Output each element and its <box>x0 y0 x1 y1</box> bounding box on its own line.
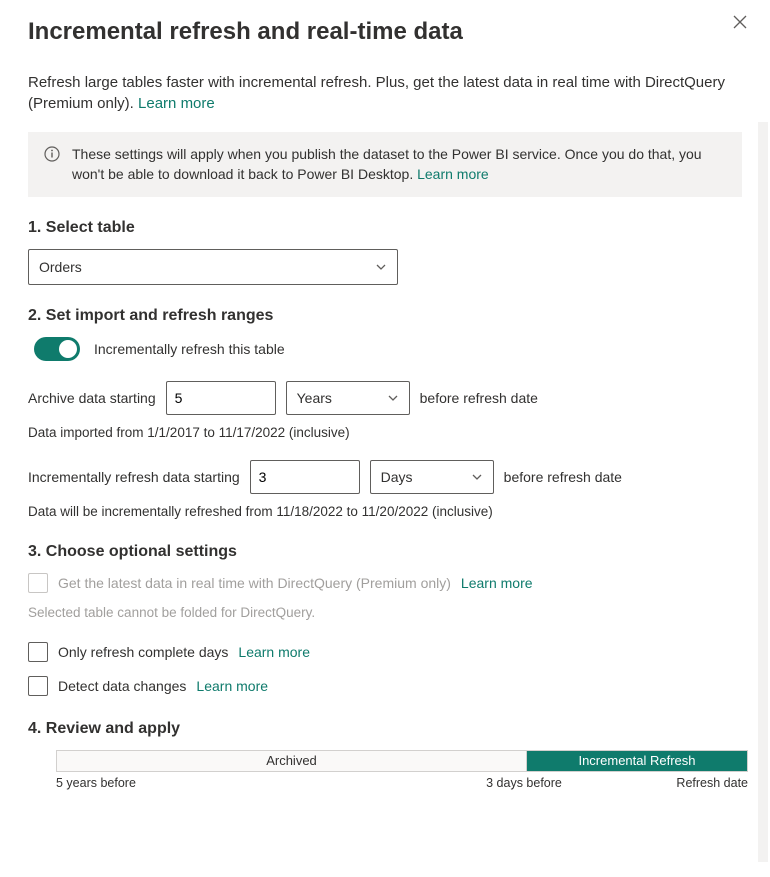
directquery-hint: Selected table cannot be folded for Dire… <box>28 605 742 620</box>
table-select[interactable]: Orders <box>28 249 398 285</box>
toggle-label: Incrementally refresh this table <box>94 341 285 357</box>
toggle-row: Incrementally refresh this table <box>34 337 742 361</box>
refresh-label-after: before refresh date <box>504 469 622 485</box>
banner-learn-more-link[interactable]: Learn more <box>417 166 489 182</box>
directquery-learn-more-link[interactable]: Learn more <box>461 575 533 591</box>
archive-unit-select[interactable]: Years <box>286 381 410 415</box>
chevron-down-icon <box>375 261 387 273</box>
detect-changes-row: Detect data changes Learn more <box>28 676 742 696</box>
refresh-label-before: Incrementally refresh data starting <box>28 469 240 485</box>
complete-days-learn-more-link[interactable]: Learn more <box>238 644 310 660</box>
dialog-description: Refresh large tables faster with increme… <box>28 72 742 114</box>
step3-title: 3. Choose optional settings <box>28 543 742 561</box>
complete-days-checkbox[interactable] <box>28 642 48 662</box>
archive-unit-value: Years <box>297 390 332 406</box>
complete-days-row: Only refresh complete days Learn more <box>28 642 742 662</box>
refresh-unit-select[interactable]: Days <box>370 460 494 494</box>
refresh-unit-value: Days <box>381 469 413 485</box>
banner-text: These settings will apply when you publi… <box>72 146 702 182</box>
directquery-checkbox <box>28 573 48 593</box>
detect-changes-learn-more-link[interactable]: Learn more <box>196 678 268 694</box>
timeline-label-mid: 3 days before <box>486 776 562 790</box>
dialog-title: Incremental refresh and real-time data <box>28 18 742 46</box>
timeline-labels: 5 years before 3 days before Refresh dat… <box>56 776 748 792</box>
close-icon <box>732 14 748 30</box>
detect-changes-checkbox[interactable] <box>28 676 48 696</box>
scrollbar[interactable] <box>758 122 768 862</box>
step2-title: 2. Set import and refresh ranges <box>28 307 742 325</box>
step4-title: 4. Review and apply <box>28 720 742 738</box>
refresh-hint: Data will be incrementally refreshed fro… <box>28 504 742 519</box>
timeline-incremental-segment: Incremental Refresh <box>527 751 747 771</box>
refresh-value-input[interactable] <box>250 460 360 494</box>
directquery-label: Get the latest data in real time with Di… <box>58 575 451 591</box>
archive-value-input[interactable] <box>166 381 276 415</box>
step1-title: 1. Select table <box>28 219 742 237</box>
detect-changes-label: Detect data changes <box>58 678 186 694</box>
archive-row: Archive data starting Years before refre… <box>28 381 742 415</box>
timeline: Archived Incremental Refresh 5 years bef… <box>28 750 742 792</box>
refresh-row: Incrementally refresh data starting Days… <box>28 460 742 494</box>
timeline-label-right: Refresh date <box>676 776 748 790</box>
archive-label-after: before refresh date <box>420 390 538 406</box>
complete-days-label: Only refresh complete days <box>58 644 228 660</box>
timeline-label-left: 5 years before <box>56 776 136 790</box>
table-select-value: Orders <box>39 259 82 275</box>
chevron-down-icon <box>471 471 483 483</box>
archive-hint: Data imported from 1/1/2017 to 11/17/202… <box>28 425 742 440</box>
incremental-refresh-toggle[interactable] <box>34 337 80 361</box>
chevron-down-icon <box>387 392 399 404</box>
timeline-bar: Archived Incremental Refresh <box>56 750 748 772</box>
archive-label-before: Archive data starting <box>28 390 156 406</box>
close-button[interactable] <box>732 14 752 34</box>
info-icon <box>44 144 60 185</box>
directquery-row: Get the latest data in real time with Di… <box>28 573 742 593</box>
learn-more-link[interactable]: Learn more <box>138 95 215 112</box>
description-text: Refresh large tables faster with increme… <box>28 74 725 112</box>
info-banner: These settings will apply when you publi… <box>28 132 742 197</box>
timeline-archived-segment: Archived <box>57 751 527 771</box>
banner-text-wrap: These settings will apply when you publi… <box>72 144 726 185</box>
